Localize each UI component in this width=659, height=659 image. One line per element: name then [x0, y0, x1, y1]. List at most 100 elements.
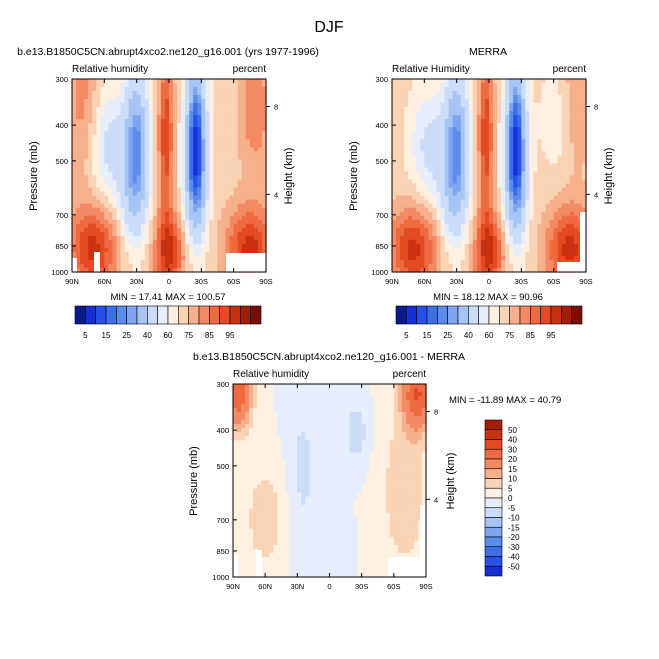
field-cell: [72, 95, 77, 100]
field-cell: [521, 267, 526, 273]
field-cell: [237, 528, 242, 534]
field-cell: [76, 99, 81, 104]
field-cell: [173, 123, 178, 128]
field-cell: [249, 444, 254, 449]
field-cell: [505, 247, 510, 253]
field-cell: [76, 215, 81, 221]
field-cell: [404, 267, 409, 273]
field-cell: [569, 231, 575, 237]
field-cell: [420, 155, 425, 161]
field-cell: [416, 155, 421, 161]
field-cell: [468, 191, 474, 197]
field-cell: [116, 95, 122, 100]
field-cell: [245, 480, 250, 486]
field-cell: [72, 151, 77, 156]
field-cell: [573, 79, 579, 84]
field-cell: [480, 131, 486, 136]
field-cell: [108, 163, 114, 169]
field-cell: [432, 115, 438, 120]
field-cell: [209, 79, 215, 84]
field-cell: [72, 235, 77, 241]
field-cell: [460, 143, 466, 148]
field-cell: [444, 215, 450, 221]
field-cell: [404, 99, 409, 104]
field-cell: [112, 139, 118, 144]
field-cell: [88, 235, 93, 241]
field-cell: [505, 175, 510, 181]
field-cell: [217, 79, 223, 84]
field-cell: [225, 203, 231, 209]
field-cell: [257, 159, 263, 165]
field-cell: [396, 127, 401, 132]
field-cell: [480, 203, 486, 209]
field-cell: [177, 139, 182, 144]
field-cell: [108, 159, 114, 165]
field-cell: [233, 175, 239, 181]
field-cell: [124, 195, 130, 201]
field-cell: [197, 103, 202, 108]
field-cell: [245, 552, 250, 558]
field-cell: [249, 452, 254, 457]
field-cell: [249, 408, 254, 413]
field-cell: [241, 95, 247, 100]
field-cell: [484, 243, 490, 249]
field-cell: [456, 123, 462, 128]
field-cell: [164, 143, 170, 148]
field-cell: [428, 255, 434, 261]
field-cell: [249, 512, 254, 518]
field-cell: [233, 404, 238, 409]
field-cell: [189, 211, 194, 217]
field-cell: [185, 171, 190, 177]
field-cell: [136, 223, 142, 229]
field-cell: [521, 107, 526, 112]
field-cell: [525, 195, 531, 201]
field-cell: [80, 179, 85, 185]
field-cell: [537, 163, 543, 169]
field-cell: [88, 99, 93, 104]
field-cell: [249, 400, 254, 405]
field-cell: [497, 131, 502, 136]
field-cell: [233, 127, 239, 132]
field-cell: [124, 259, 130, 265]
field-cell: [408, 99, 413, 104]
field-cell: [217, 143, 223, 148]
field-cell: [221, 223, 227, 229]
field-cell: [533, 99, 539, 104]
field-cell: [489, 199, 494, 205]
field-cell: [440, 171, 446, 177]
field-cell: [577, 103, 583, 108]
field-cell: [177, 211, 182, 217]
field-cell: [468, 243, 474, 249]
field-cell: [489, 251, 494, 257]
field-cell: [549, 227, 555, 233]
field-cell: [545, 267, 551, 273]
field-cell: [160, 255, 166, 261]
field-cell: [549, 235, 555, 241]
field-cell: [217, 195, 223, 201]
field-cell: [513, 143, 518, 148]
field-cell: [160, 143, 166, 148]
field-cell: [424, 119, 429, 124]
field-cell: [565, 131, 571, 136]
field-cell: [132, 175, 138, 181]
field-cell: [221, 211, 227, 217]
field-cell: [392, 111, 397, 116]
field-cell: [156, 231, 162, 237]
field-cell: [537, 155, 543, 161]
field-cell: [545, 143, 551, 148]
field-cell: [253, 179, 259, 185]
field-cell: [156, 215, 162, 221]
field-cell: [480, 211, 486, 217]
field-cell: [404, 203, 409, 209]
field-cell: [456, 131, 462, 136]
field-cell: [509, 131, 514, 136]
field-cell: [100, 263, 105, 269]
field-cell: [476, 255, 482, 261]
field-cell: [549, 203, 555, 209]
field-cell: [529, 111, 535, 116]
field-cell: [124, 231, 130, 237]
field-cell: [400, 127, 405, 132]
field-cell: [164, 155, 170, 161]
field-cell: [525, 79, 531, 84]
field-cell: [460, 87, 466, 92]
